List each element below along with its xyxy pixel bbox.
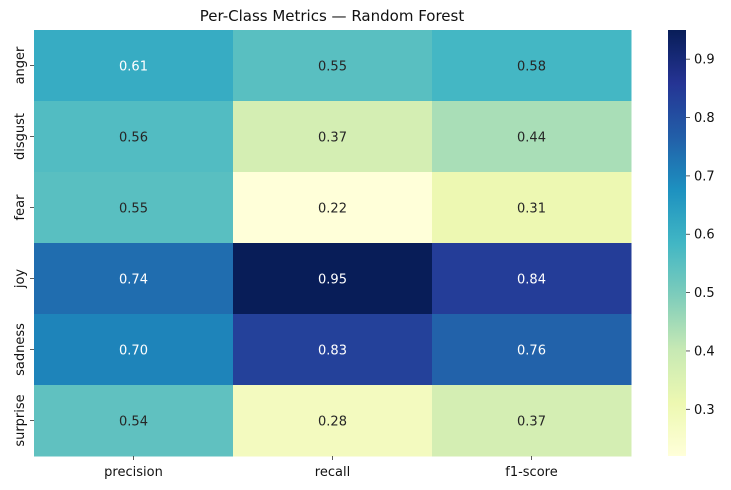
x-axis: precision recall f1-score — [104, 456, 558, 480]
heatmap-cell-joy-f1-score — [432, 243, 632, 315]
y-tick-label: joy — [13, 269, 28, 290]
chart-title: Per-Class Metrics — Random Forest — [200, 7, 465, 25]
heatmap-cell-fear-recall — [233, 172, 433, 244]
cell-value-label: 0.70 — [119, 344, 148, 359]
heatmap-cell-joy-precision — [34, 243, 234, 315]
heatmap-cell-anger-f1-score — [432, 30, 632, 102]
heatmap-cell-anger-recall — [233, 30, 433, 102]
colorbar-tick-label: 0.9 — [694, 53, 715, 68]
cell-value-label: 0.28 — [318, 415, 347, 430]
heatmap-cell-sadness-f1-score — [432, 314, 632, 386]
cell-value-label: 0.84 — [517, 273, 546, 288]
cell-value-label: 0.22 — [318, 202, 347, 217]
x-tick-label: f1-score — [505, 465, 557, 480]
cell-value-label: 0.54 — [119, 415, 148, 430]
heatmap-cell-sadness-precision — [34, 314, 234, 386]
cell-value-label: 0.56 — [119, 131, 148, 146]
heatmap-cell-sadness-recall — [233, 314, 433, 386]
cell-value-label: 0.44 — [517, 131, 546, 146]
cell-value-label: 0.83 — [318, 344, 347, 359]
cell-value-label: 0.31 — [517, 202, 546, 217]
heatmap-cells: 0.61 0.55 0.58 0.56 0.37 0.44 0.55 0.22 0.31 0.74… — [34, 30, 632, 457]
heatmap-cell-surprise-precision — [34, 385, 234, 457]
colorbar-tick-label: 0.8 — [694, 111, 715, 126]
colorbar-tick-label: 0.3 — [694, 403, 715, 418]
heatmap-cell-fear-f1-score — [432, 172, 632, 244]
cell-value-label: 0.55 — [318, 60, 347, 75]
heatmap-cell-disgust-precision — [34, 101, 234, 173]
heatmap-cell-disgust-f1-score — [432, 101, 632, 173]
cell-value-label: 0.95 — [318, 273, 347, 288]
cell-value-label: 0.61 — [119, 60, 148, 75]
y-axis: anger disgust fear joy sadness surprise — [13, 46, 34, 447]
colorbar-tick-label: 0.7 — [694, 169, 715, 184]
y-tick-label: sadness — [13, 323, 28, 376]
y-tick-label: anger — [13, 46, 28, 84]
y-tick-label: surprise — [13, 394, 28, 446]
cell-value-label: 0.76 — [517, 344, 546, 359]
x-tick-label: precision — [104, 465, 163, 480]
y-tick-label: disgust — [13, 113, 28, 160]
x-tick-label: recall — [315, 465, 350, 480]
colorbar-tick-label: 0.4 — [694, 344, 715, 359]
colorbar — [668, 30, 686, 456]
colorbar-tick-label: 0.5 — [694, 286, 715, 301]
heatmap-cell-surprise-recall — [233, 385, 433, 457]
cell-value-label: 0.37 — [318, 131, 347, 146]
cell-value-label: 0.58 — [517, 60, 546, 75]
cell-value-label: 0.37 — [517, 415, 546, 430]
heatmap-cell-fear-precision — [34, 172, 234, 244]
colorbar-ticks: 0.3 0.4 0.5 0.6 0.7 0.8 0.9 — [686, 53, 715, 418]
cell-value-label: 0.55 — [119, 202, 148, 217]
heatmap-cell-anger-precision — [34, 30, 234, 102]
y-tick-label: fear — [13, 194, 28, 221]
cell-value-label: 0.74 — [119, 273, 148, 288]
heatmap-cell-surprise-f1-score — [432, 385, 632, 457]
heatmap-cell-joy-recall — [233, 243, 433, 315]
colorbar-tick-label: 0.6 — [694, 228, 715, 243]
heatmap-cell-disgust-recall — [233, 101, 433, 173]
